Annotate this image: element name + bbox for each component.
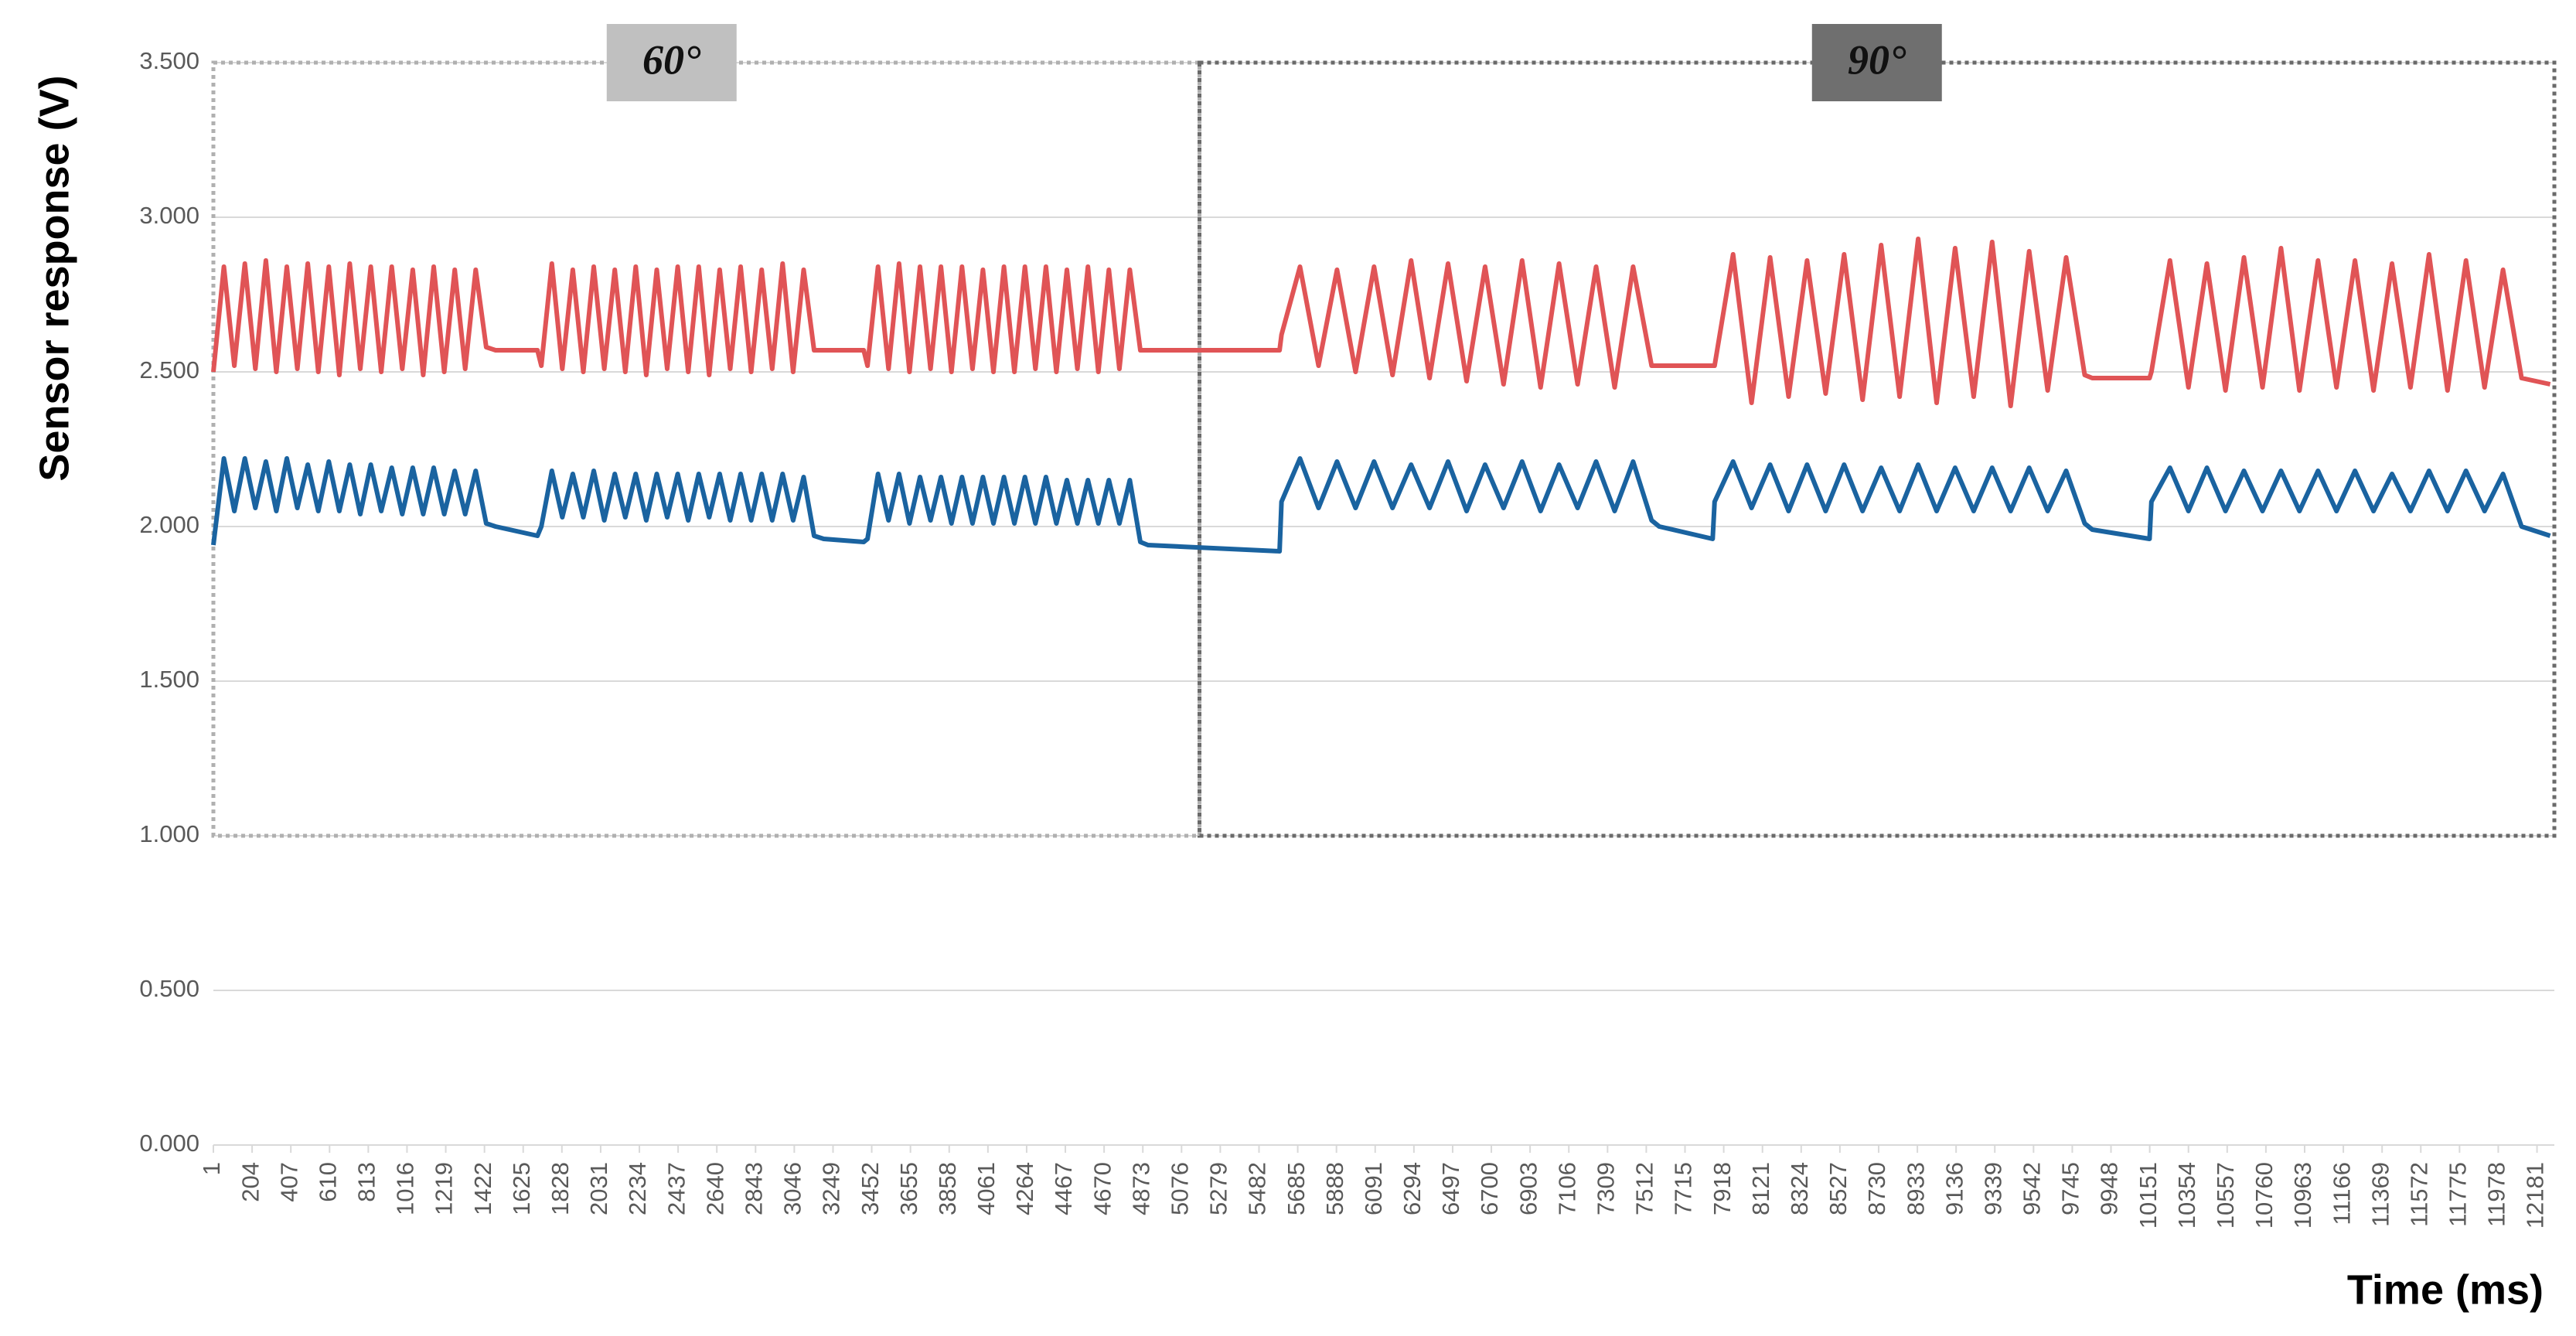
x-tick-label: 1828 (547, 1162, 574, 1215)
y-tick-label: 0.500 (139, 975, 199, 1002)
y-tick-label: 1.500 (139, 666, 199, 693)
x-tick-label: 11369 (2366, 1162, 2394, 1227)
x-tick-label: 610 (314, 1162, 341, 1202)
x-tick-label: 3046 (779, 1162, 806, 1215)
x-tick-label: 11978 (2483, 1162, 2510, 1227)
x-tick-label: 5482 (1244, 1162, 1271, 1215)
x-tick-label: 11572 (2405, 1162, 2432, 1227)
x-tick-label: 8121 (1747, 1162, 1774, 1215)
x-tick-label: 6497 (1437, 1162, 1464, 1215)
x-tick-label: 2843 (740, 1162, 767, 1215)
x-tick-label: 9948 (2096, 1162, 2123, 1215)
x-tick-label: 3858 (934, 1162, 961, 1215)
x-tick-label: 1422 (469, 1162, 496, 1215)
x-tick-label: 7106 (1553, 1162, 1580, 1215)
x-tick-label: 4467 (1050, 1162, 1077, 1215)
x-tick-label: 9136 (1941, 1162, 1968, 1215)
x-tick-label: 12181 (2522, 1162, 2549, 1229)
x-tick-label: 6091 (1360, 1162, 1387, 1215)
x-tick-label: 204 (237, 1162, 264, 1202)
y-axis-title: Sensor response (V) (31, 75, 77, 481)
y-tick-label: 3.500 (139, 47, 199, 74)
y-tick-label: 2.000 (139, 511, 199, 538)
x-tick-label: 4264 (1011, 1162, 1038, 1215)
x-tick-label: 3655 (895, 1162, 922, 1215)
x-tick-label: 10963 (2289, 1162, 2316, 1229)
x-tick-label: 11166 (2328, 1162, 2355, 1225)
annotation-label: 90° (1848, 36, 1906, 83)
x-tick-label: 7715 (1670, 1162, 1697, 1215)
x-tick-label: 5076 (1166, 1162, 1193, 1215)
series-line (211, 237, 2551, 408)
x-tick-label: 1625 (508, 1162, 535, 1215)
x-axis-title: Time (ms) (2347, 1266, 2544, 1313)
x-tick-label: 8933 (1902, 1162, 1929, 1215)
x-tick-label: 9745 (2057, 1162, 2084, 1215)
x-tick-label: 10354 (2173, 1162, 2200, 1229)
annotation-label-box (606, 24, 737, 101)
x-tick-label: 3452 (857, 1162, 884, 1215)
x-tick-label: 7309 (1593, 1162, 1620, 1215)
x-tick-label: 8730 (1863, 1162, 1890, 1215)
x-tick-label: 8527 (1825, 1162, 1852, 1215)
x-tick-label: 10151 (2135, 1162, 2162, 1229)
x-tick-label: 2437 (663, 1162, 690, 1215)
x-tick-label: 10760 (2251, 1162, 2278, 1229)
annotation-region (1198, 60, 2557, 838)
x-tick-label: 1 (198, 1162, 225, 1175)
y-tick-label: 1.000 (139, 820, 199, 847)
x-tick-label: 7918 (1709, 1162, 1736, 1215)
x-tick-label: 2031 (585, 1162, 612, 1215)
y-tick-label: 0.000 (139, 1130, 199, 1157)
x-tick-label: 407 (275, 1162, 302, 1202)
x-tick-label: 10557 (2212, 1162, 2239, 1229)
x-tick-label: 5279 (1205, 1162, 1232, 1215)
y-tick-label: 2.500 (139, 356, 199, 383)
x-tick-label: 11775 (2445, 1162, 2472, 1227)
x-tick-label: 3249 (818, 1162, 845, 1215)
x-tick-label: 6903 (1515, 1162, 1542, 1215)
x-tick-label: 7512 (1631, 1162, 1658, 1215)
x-tick-label: 8324 (1786, 1162, 1813, 1215)
series-line (211, 456, 2551, 554)
x-tick-label: 2640 (701, 1162, 728, 1215)
x-tick-label: 2234 (624, 1162, 651, 1215)
x-tick-label: 5685 (1283, 1162, 1310, 1215)
x-tick-label: 5888 (1321, 1162, 1348, 1215)
y-tick-label: 3.000 (139, 202, 199, 229)
x-tick-label: 4873 (1127, 1162, 1154, 1215)
x-tick-label: 813 (353, 1162, 380, 1202)
x-tick-label: 9339 (1979, 1162, 2006, 1215)
x-tick-label: 4670 (1089, 1162, 1116, 1215)
x-tick-label: 6700 (1476, 1162, 1503, 1215)
annotation-label-box (1811, 24, 1942, 101)
x-tick-label: 6294 (1399, 1162, 1426, 1215)
x-tick-label: 4061 (973, 1162, 1000, 1215)
x-tick-label: 1219 (431, 1162, 458, 1215)
annotation-region (211, 60, 1202, 838)
x-tick-label: 1016 (392, 1162, 419, 1215)
x-tick-label: 9542 (2019, 1162, 2046, 1215)
annotation-label: 60° (642, 36, 701, 83)
